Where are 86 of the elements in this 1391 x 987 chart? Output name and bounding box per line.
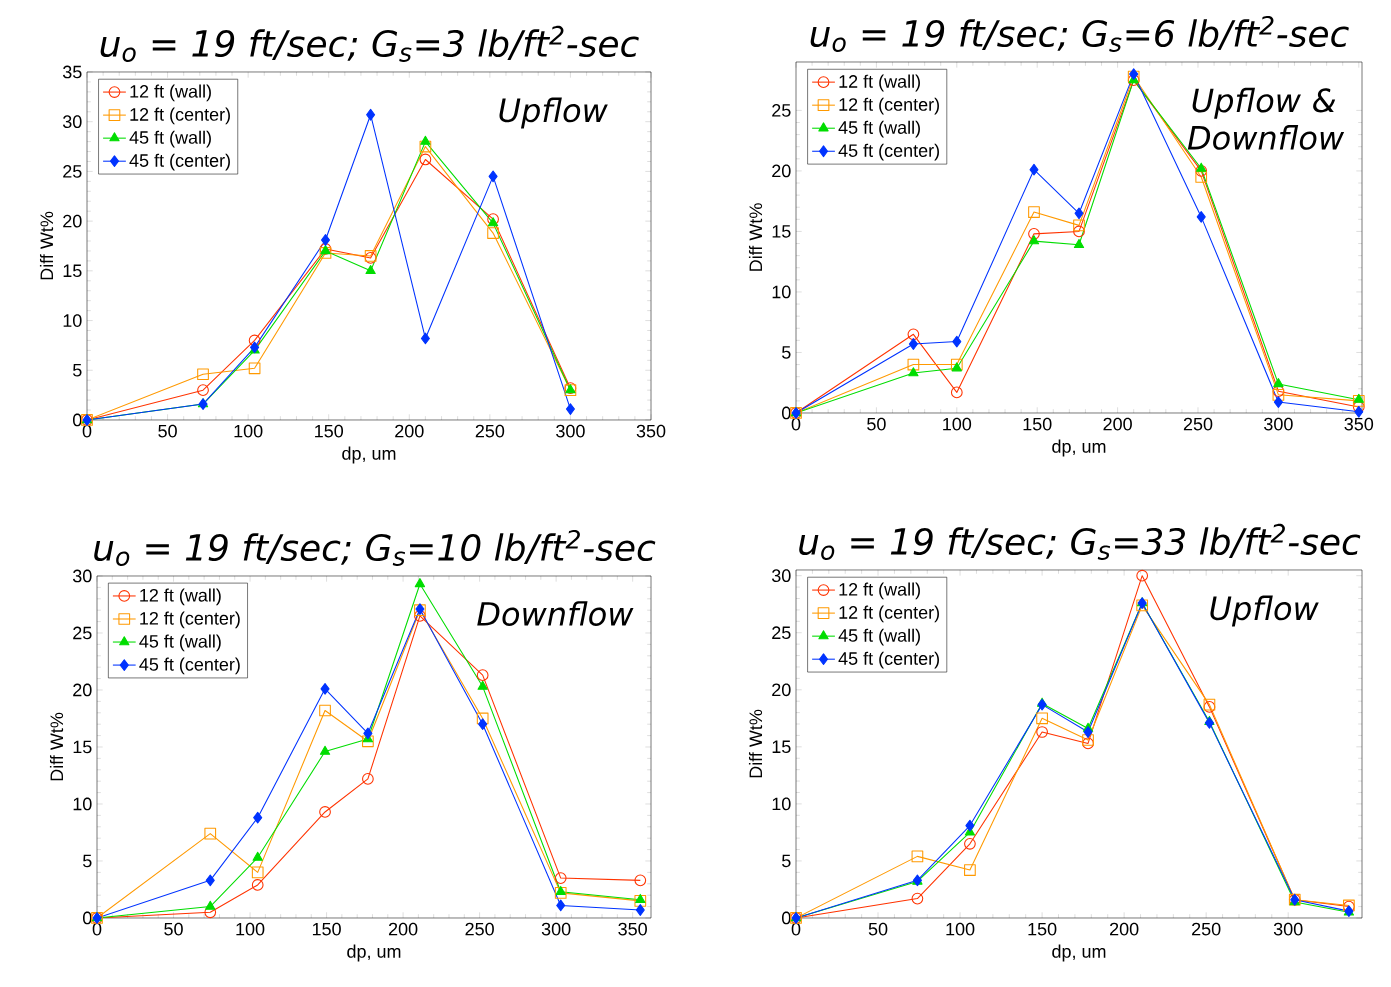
x-tick-label: 200 <box>1103 417 1132 431</box>
y-tick-label: 30 <box>62 115 82 129</box>
legend-label: 12 ft (wall) <box>140 588 221 606</box>
legend-label: 12 ft (wall) <box>130 84 211 102</box>
y-tick-label: 10 <box>73 797 92 811</box>
y-axis-title: Diff Wt% <box>39 211 54 280</box>
x-axis-title: dp, um <box>1052 944 1106 962</box>
x-tick-label: 200 <box>388 922 418 936</box>
x-tick-label: 0 <box>92 922 102 936</box>
x-tick-label: 150 <box>315 424 344 438</box>
x-tick-label: 150 <box>1028 922 1057 936</box>
y-tick-label: 25 <box>772 626 791 640</box>
y-tick-label: 5 <box>83 854 92 868</box>
x-tick-label: 0 <box>791 417 801 431</box>
legend-label: 45 ft (center) <box>139 657 240 675</box>
y-tick-label: 20 <box>73 683 92 697</box>
legend-label: 12 ft (wall) <box>839 582 920 600</box>
legend-label: 45 ft (center) <box>129 153 230 171</box>
chart-title: u$_{o}$ = 19 ft/sec; G$_{s}$=10 lb/ft$^{2}$-sec <box>94 529 656 566</box>
legend-label: 45 ft (wall) <box>838 628 920 646</box>
legend-label: 12 ft (center) <box>839 605 939 623</box>
x-tick-label: 300 <box>1264 417 1293 431</box>
legend-label: 45 ft (wall) <box>129 130 211 148</box>
x-tick-label: 100 <box>943 417 972 431</box>
x-axis-title: dp, um <box>1052 439 1106 457</box>
y-tick-label: 25 <box>772 104 791 117</box>
y-tick-label: 20 <box>63 214 82 228</box>
x-tick-label: 200 <box>1110 922 1139 936</box>
x-tick-label: 350 <box>636 424 666 438</box>
x-tick-label: 300 <box>541 922 571 936</box>
legend-label: 12 ft (wall) <box>839 74 920 92</box>
legend-label: 12 ft (center) <box>140 611 240 629</box>
x-tick-label: 100 <box>236 922 265 936</box>
y-axis-title: Diff Wt% <box>49 712 64 781</box>
y-tick-label: 5 <box>782 854 791 868</box>
x-tick-label: 250 <box>1183 417 1213 431</box>
chart-title: u$_{o}$ = 19 ft/sec; G$_{s}$=6 lb/ft$^{2}$-sec <box>810 15 1349 52</box>
y-tick-label: 25 <box>63 165 82 178</box>
y-tick-label: 25 <box>73 626 92 640</box>
x-tick-label: 300 <box>1273 922 1303 936</box>
legend-label: 12 ft (center) <box>130 107 230 125</box>
y-tick-label: 30 <box>72 569 92 583</box>
y-axis-title: Diff Wt% <box>748 203 763 271</box>
y-tick-label: 20 <box>772 164 791 178</box>
x-tick-label: 100 <box>946 922 975 936</box>
x-tick-label: 300 <box>556 424 585 438</box>
y-tick-label: 30 <box>771 569 791 583</box>
legend-label: 12 ft (center) <box>839 97 939 115</box>
x-tick-label: 150 <box>312 922 341 936</box>
y-tick-label: 15 <box>73 740 92 754</box>
annotation: Downflow <box>477 601 634 626</box>
chart-title: u$_{o}$ = 19 ft/sec; G$_{s}$=3 lb/ft$^{2}$-sec <box>100 25 639 62</box>
x-tick-label: 50 <box>164 922 183 936</box>
x-tick-label: 50 <box>868 922 888 936</box>
x-tick-label: 50 <box>158 424 177 438</box>
y-tick-label: 10 <box>772 285 791 299</box>
annotation: Upflow <box>499 97 608 129</box>
x-tick-label: 0 <box>791 922 801 936</box>
y-tick-label: 10 <box>772 797 791 811</box>
y-tick-label: 35 <box>62 65 82 79</box>
y-tick-label: 15 <box>772 225 791 238</box>
x-axis-title: dp, um <box>347 944 401 962</box>
chart-title: u$_{o}$ = 19 ft/sec; G$_{s}$=33 lb/ft$^{2}$-sec <box>799 523 1361 560</box>
legend-label: 45 ft (wall) <box>838 120 920 138</box>
x-tick-label: 350 <box>618 922 647 936</box>
x-tick-label: 350 <box>1344 417 1374 431</box>
y-axis-title: Diff Wt% <box>748 709 763 778</box>
y-tick-label: 10 <box>63 314 82 327</box>
y-tick-label: 15 <box>772 740 791 754</box>
x-tick-label: 250 <box>465 922 494 936</box>
legend-label: 45 ft (wall) <box>139 634 221 652</box>
x-tick-label: 250 <box>1192 922 1221 936</box>
y-tick-label: 5 <box>782 346 791 359</box>
x-tick-label: 250 <box>475 424 505 438</box>
y-tick-label: 20 <box>772 683 791 697</box>
legend-label: 45 ft (center) <box>838 143 939 161</box>
y-tick-label: 15 <box>63 264 82 278</box>
y-tick-label: 5 <box>73 363 82 377</box>
x-axis-title: dp, um <box>342 446 396 464</box>
x-tick-label: 100 <box>234 424 263 438</box>
annotation: Upflow <box>1210 595 1319 627</box>
x-tick-label: 200 <box>395 424 424 438</box>
x-tick-label: 50 <box>867 417 886 431</box>
x-tick-label: 150 <box>1023 417 1052 431</box>
annotation: Upflow & Downflow <box>1187 87 1345 150</box>
legend-label: 45 ft (center) <box>838 651 939 669</box>
